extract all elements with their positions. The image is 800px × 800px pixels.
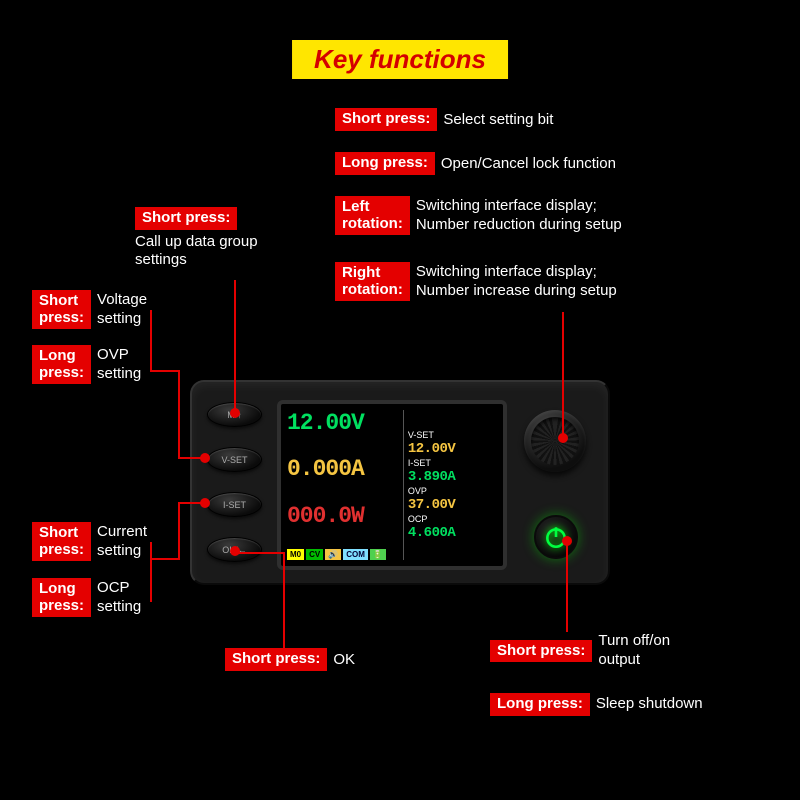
annot-iset-long: Long press: OCP setting (32, 578, 141, 617)
line-vset-vjoin (150, 310, 152, 370)
annot-iset-short: Short press: Current setting (32, 522, 147, 561)
line-mset (234, 280, 236, 410)
line-iset-h2 (178, 502, 202, 504)
device-knob[interactable] (524, 410, 586, 472)
device-screen: 12.00V 0.000A 000.0W M0 CV 🔊 COM 🔋 V-SET… (277, 400, 507, 570)
dot-knob (558, 433, 568, 443)
annot-knob-longpress: Long press: Open/Cancel lock function (335, 152, 616, 175)
line-power-v (566, 544, 568, 632)
screen-statusbar: M0 CV 🔊 COM 🔋 (287, 549, 403, 560)
dot-btn-ok (230, 546, 240, 556)
tag: Right rotation: (335, 262, 410, 301)
line-knob-vert (562, 312, 564, 434)
annot-vset-short: Short press: Voltage setting (32, 290, 147, 329)
screen-power: 000.0W (287, 503, 403, 529)
tag: Long press: (335, 152, 435, 175)
device-button-vset[interactable]: V-SET (207, 447, 262, 472)
line-vset-v2 (178, 370, 180, 458)
annot-knob-shortpress: Short press: Select setting bit (335, 108, 553, 131)
line-iset-h1 (150, 558, 180, 560)
line-iset-vjoin (150, 542, 152, 602)
line-ok-h (234, 552, 284, 554)
line-iset-v2 (178, 502, 180, 560)
desc: Open/Cancel lock function (441, 155, 616, 172)
dot-btn-iset (200, 498, 210, 508)
dot-power (562, 536, 572, 546)
dot-btn-m (230, 408, 240, 418)
device: M/↑ V-SET I-SET OK/← 12.00V 0.000A 000.0… (190, 380, 610, 585)
annot-ok: Short press: OK (225, 648, 355, 671)
line-vset-h1 (150, 370, 180, 372)
title-banner: Key functions (292, 40, 508, 79)
line-ok (283, 552, 285, 648)
annot-vset-long: Long press: OVP setting (32, 345, 141, 384)
line-vset-h2 (178, 457, 202, 459)
annot-power-short: Short press: Turn off/on output (490, 632, 708, 670)
annot-knob-left: Left rotation: Switching interface displ… (335, 196, 622, 235)
device-button-iset[interactable]: I-SET (207, 492, 262, 517)
device-power-button[interactable] (534, 515, 578, 559)
annot-knob-right: Right rotation: Switching interface disp… (335, 262, 617, 301)
tag: Left rotation: (335, 196, 410, 235)
tag: Short press: (335, 108, 437, 131)
desc: Select setting bit (443, 111, 553, 128)
annot-mset: Short press: Call up data group settings (135, 207, 285, 270)
screen-current: 0.000A (287, 456, 403, 482)
dot-btn-vset (200, 453, 210, 463)
desc: Switching interface display; Number redu… (416, 197, 622, 235)
annot-power-long: Long press: Sleep shutdown (490, 693, 706, 716)
desc: Switching interface display; Number incr… (416, 263, 617, 301)
screen-voltage: 12.00V (287, 410, 403, 436)
tag: Short press: (135, 207, 237, 230)
desc: Call up data group settings (135, 233, 285, 271)
